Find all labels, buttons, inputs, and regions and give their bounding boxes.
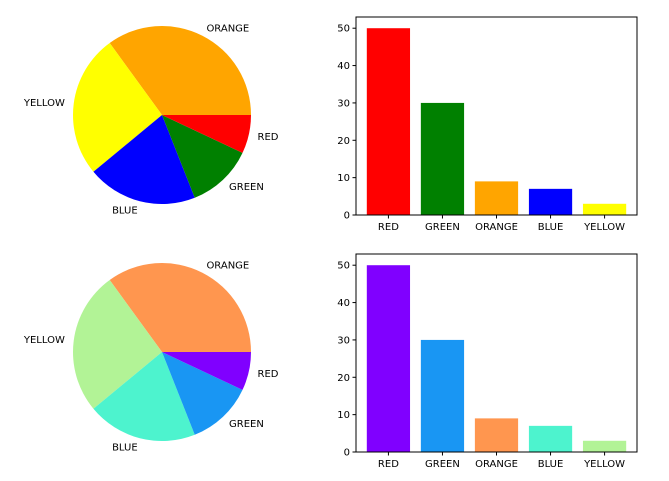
bar-bottom-red bbox=[366, 265, 411, 452]
x-tick-top-orange: ORANGE bbox=[475, 222, 518, 233]
bar-bottom-yellow bbox=[582, 440, 627, 452]
pie-slice-top-blue bbox=[93, 115, 195, 205]
y-tick-bottom-20: 20 bbox=[337, 373, 350, 384]
pie-chart-bottom: ORANGE YELLOW BLUE GREEN RED bbox=[23, 260, 279, 453]
plot-frame-bottom bbox=[355, 253, 638, 453]
bar-top-red bbox=[366, 28, 411, 216]
bar-top-blue bbox=[528, 188, 573, 215]
x-tick-bottom-blue: BLUE bbox=[538, 459, 564, 470]
x-tick-top-yellow: YELLOW bbox=[583, 222, 625, 233]
pie-chart-top: ORANGE YELLOW BLUE GREEN RED bbox=[23, 23, 279, 216]
pie-slice-bottom-green bbox=[162, 352, 243, 435]
pie-slice-top-green bbox=[162, 115, 243, 198]
x-tick-bottom-orange: ORANGE bbox=[475, 459, 518, 470]
pie-label-bottom-green: GREEN bbox=[229, 419, 264, 430]
pie-label-bottom-yellow: YELLOW bbox=[23, 335, 65, 346]
x-tick-bottom-green: GREEN bbox=[425, 459, 460, 470]
plot-frame-top bbox=[355, 16, 638, 216]
pie-label-top-yellow: YELLOW bbox=[23, 98, 65, 109]
x-tick-top-red: RED bbox=[378, 222, 399, 233]
pie-slice-bottom-orange bbox=[109, 263, 251, 352]
y-tick-top-10: 10 bbox=[337, 173, 350, 184]
x-tick-bottom-yellow: YELLOW bbox=[583, 459, 625, 470]
pie-slice-bottom-blue bbox=[93, 352, 195, 442]
x-tick-top-green: GREEN bbox=[425, 222, 460, 233]
y-tick-bottom-10: 10 bbox=[337, 410, 350, 421]
bar-bottom-green bbox=[420, 339, 465, 452]
y-tick-bottom-0: 0 bbox=[344, 448, 350, 459]
pie-label-top-orange: ORANGE bbox=[206, 23, 249, 34]
pie-label-bottom-orange: ORANGE bbox=[206, 260, 249, 271]
y-tick-top-20: 20 bbox=[337, 136, 350, 147]
bar-chart-top: RED GREEN ORANGE BLUE YELLOW 0 10 20 30 40 50 bbox=[337, 16, 638, 233]
x-tick-top-blue: BLUE bbox=[538, 222, 564, 233]
y-tick-top-30: 30 bbox=[337, 98, 350, 109]
pie-label-bottom-blue: BLUE bbox=[112, 442, 138, 453]
bar-top-yellow bbox=[582, 203, 627, 215]
pie-slice-top-red bbox=[162, 115, 251, 153]
y-tick-bottom-50: 50 bbox=[337, 261, 350, 272]
bar-bottom-orange bbox=[474, 418, 519, 452]
y-tick-bottom-30: 30 bbox=[337, 335, 350, 346]
pie-slice-bottom-yellow bbox=[73, 280, 162, 409]
bar-top-orange bbox=[474, 181, 519, 215]
pie-slice-bottom-red bbox=[162, 352, 251, 390]
pie-slice-top-yellow bbox=[73, 43, 162, 172]
bar-bottom-blue bbox=[528, 425, 573, 452]
y-tick-top-0: 0 bbox=[344, 211, 350, 222]
pie-label-bottom-red: RED bbox=[258, 369, 279, 380]
pie-slice-top-orange bbox=[109, 26, 251, 116]
x-tick-bottom-red: RED bbox=[378, 459, 399, 470]
bar-chart-bottom: RED GREEN ORANGE BLUE YELLOW 0 10 20 30 40 50 bbox=[337, 253, 638, 470]
y-tick-top-40: 40 bbox=[337, 61, 350, 72]
y-tick-top-50: 50 bbox=[337, 24, 350, 35]
bar-top-green bbox=[420, 102, 465, 215]
pie-label-top-red: RED bbox=[258, 132, 279, 143]
pie-label-top-blue: BLUE bbox=[112, 205, 138, 216]
y-tick-bottom-40: 40 bbox=[337, 298, 350, 309]
pie-label-top-green: GREEN bbox=[229, 182, 264, 193]
